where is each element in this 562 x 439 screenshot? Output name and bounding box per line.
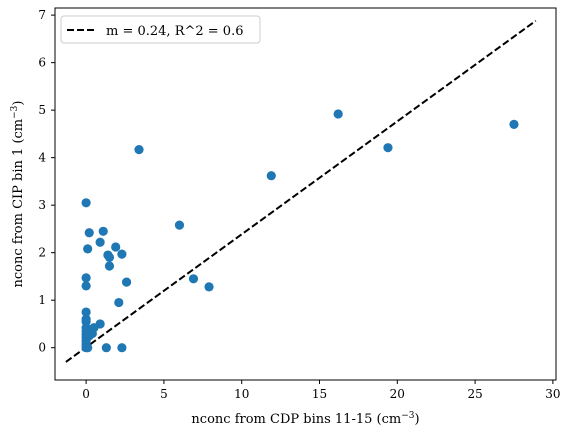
x-tick-label: 30 [545, 387, 560, 401]
scatter-point [204, 282, 214, 292]
legend-box [60, 15, 261, 44]
y-tick-label: 3 [38, 198, 46, 212]
x-tick-label: 0 [82, 387, 90, 401]
scatter-point [117, 343, 127, 353]
plot-frame [54, 7, 557, 381]
scatter-point [81, 307, 91, 317]
scatter-point [117, 249, 127, 259]
x-axis-ticks: 0 5 10 15 20 25 30 [82, 380, 561, 401]
scatter-point [104, 261, 115, 271]
scatter-point [188, 274, 199, 284]
scatter-point [95, 237, 105, 247]
y-tick-label: 2 [38, 246, 46, 260]
y-tick-label: 4 [38, 151, 46, 165]
scatter-point [101, 343, 111, 353]
y-tick-label: 1 [38, 293, 46, 307]
scatter-point [266, 171, 276, 181]
scatter-point [83, 244, 93, 254]
x-tick-label: 25 [467, 387, 482, 401]
fit-line [65, 20, 537, 363]
y-axis-ticks: 0 1 2 3 4 5 6 7 [38, 8, 55, 355]
x-tick-label: 15 [312, 387, 327, 401]
scatter-point [509, 119, 519, 129]
y-axis-label-exponent: −3 [10, 105, 20, 119]
scatter-point [111, 242, 121, 252]
x-tick-label: 5 [160, 387, 168, 401]
y-tick-label: 7 [38, 8, 46, 22]
y-tick-label: 0 [38, 341, 46, 355]
scatter-point [81, 281, 91, 291]
scatter-point [333, 109, 343, 119]
scatter-point [98, 226, 108, 236]
scatter-points-layer [81, 109, 519, 353]
x-tick-label: 10 [234, 387, 249, 401]
scatter-point [83, 343, 93, 353]
legend-fit-line-label: m = 0.24, R^2 = 0.6 [106, 24, 243, 39]
scatter-point [81, 198, 91, 208]
y-axis-label: nconc from CIP bin 1 (cm−3) [10, 101, 26, 288]
x-axis-label-exponent: −3 [401, 411, 415, 421]
x-axis-label: nconc from CDP bins 11-15 (cm−3) [191, 411, 419, 427]
scatter-point [174, 220, 185, 230]
y-tick-label: 5 [38, 103, 46, 117]
scatter-point [383, 143, 393, 153]
scatter-point [114, 297, 124, 308]
scatter-point [84, 228, 94, 238]
y-tick-label: 6 [38, 56, 46, 70]
x-tick-label: 20 [390, 387, 405, 401]
scatter-point [95, 319, 105, 329]
scatter-point [121, 277, 132, 287]
legend: m = 0.24, R^2 = 0.6 [60, 15, 261, 44]
fit-line-layer [65, 20, 537, 363]
scatter-point [134, 144, 144, 155]
scatter-point [81, 273, 91, 283]
scatter-point [104, 252, 115, 263]
